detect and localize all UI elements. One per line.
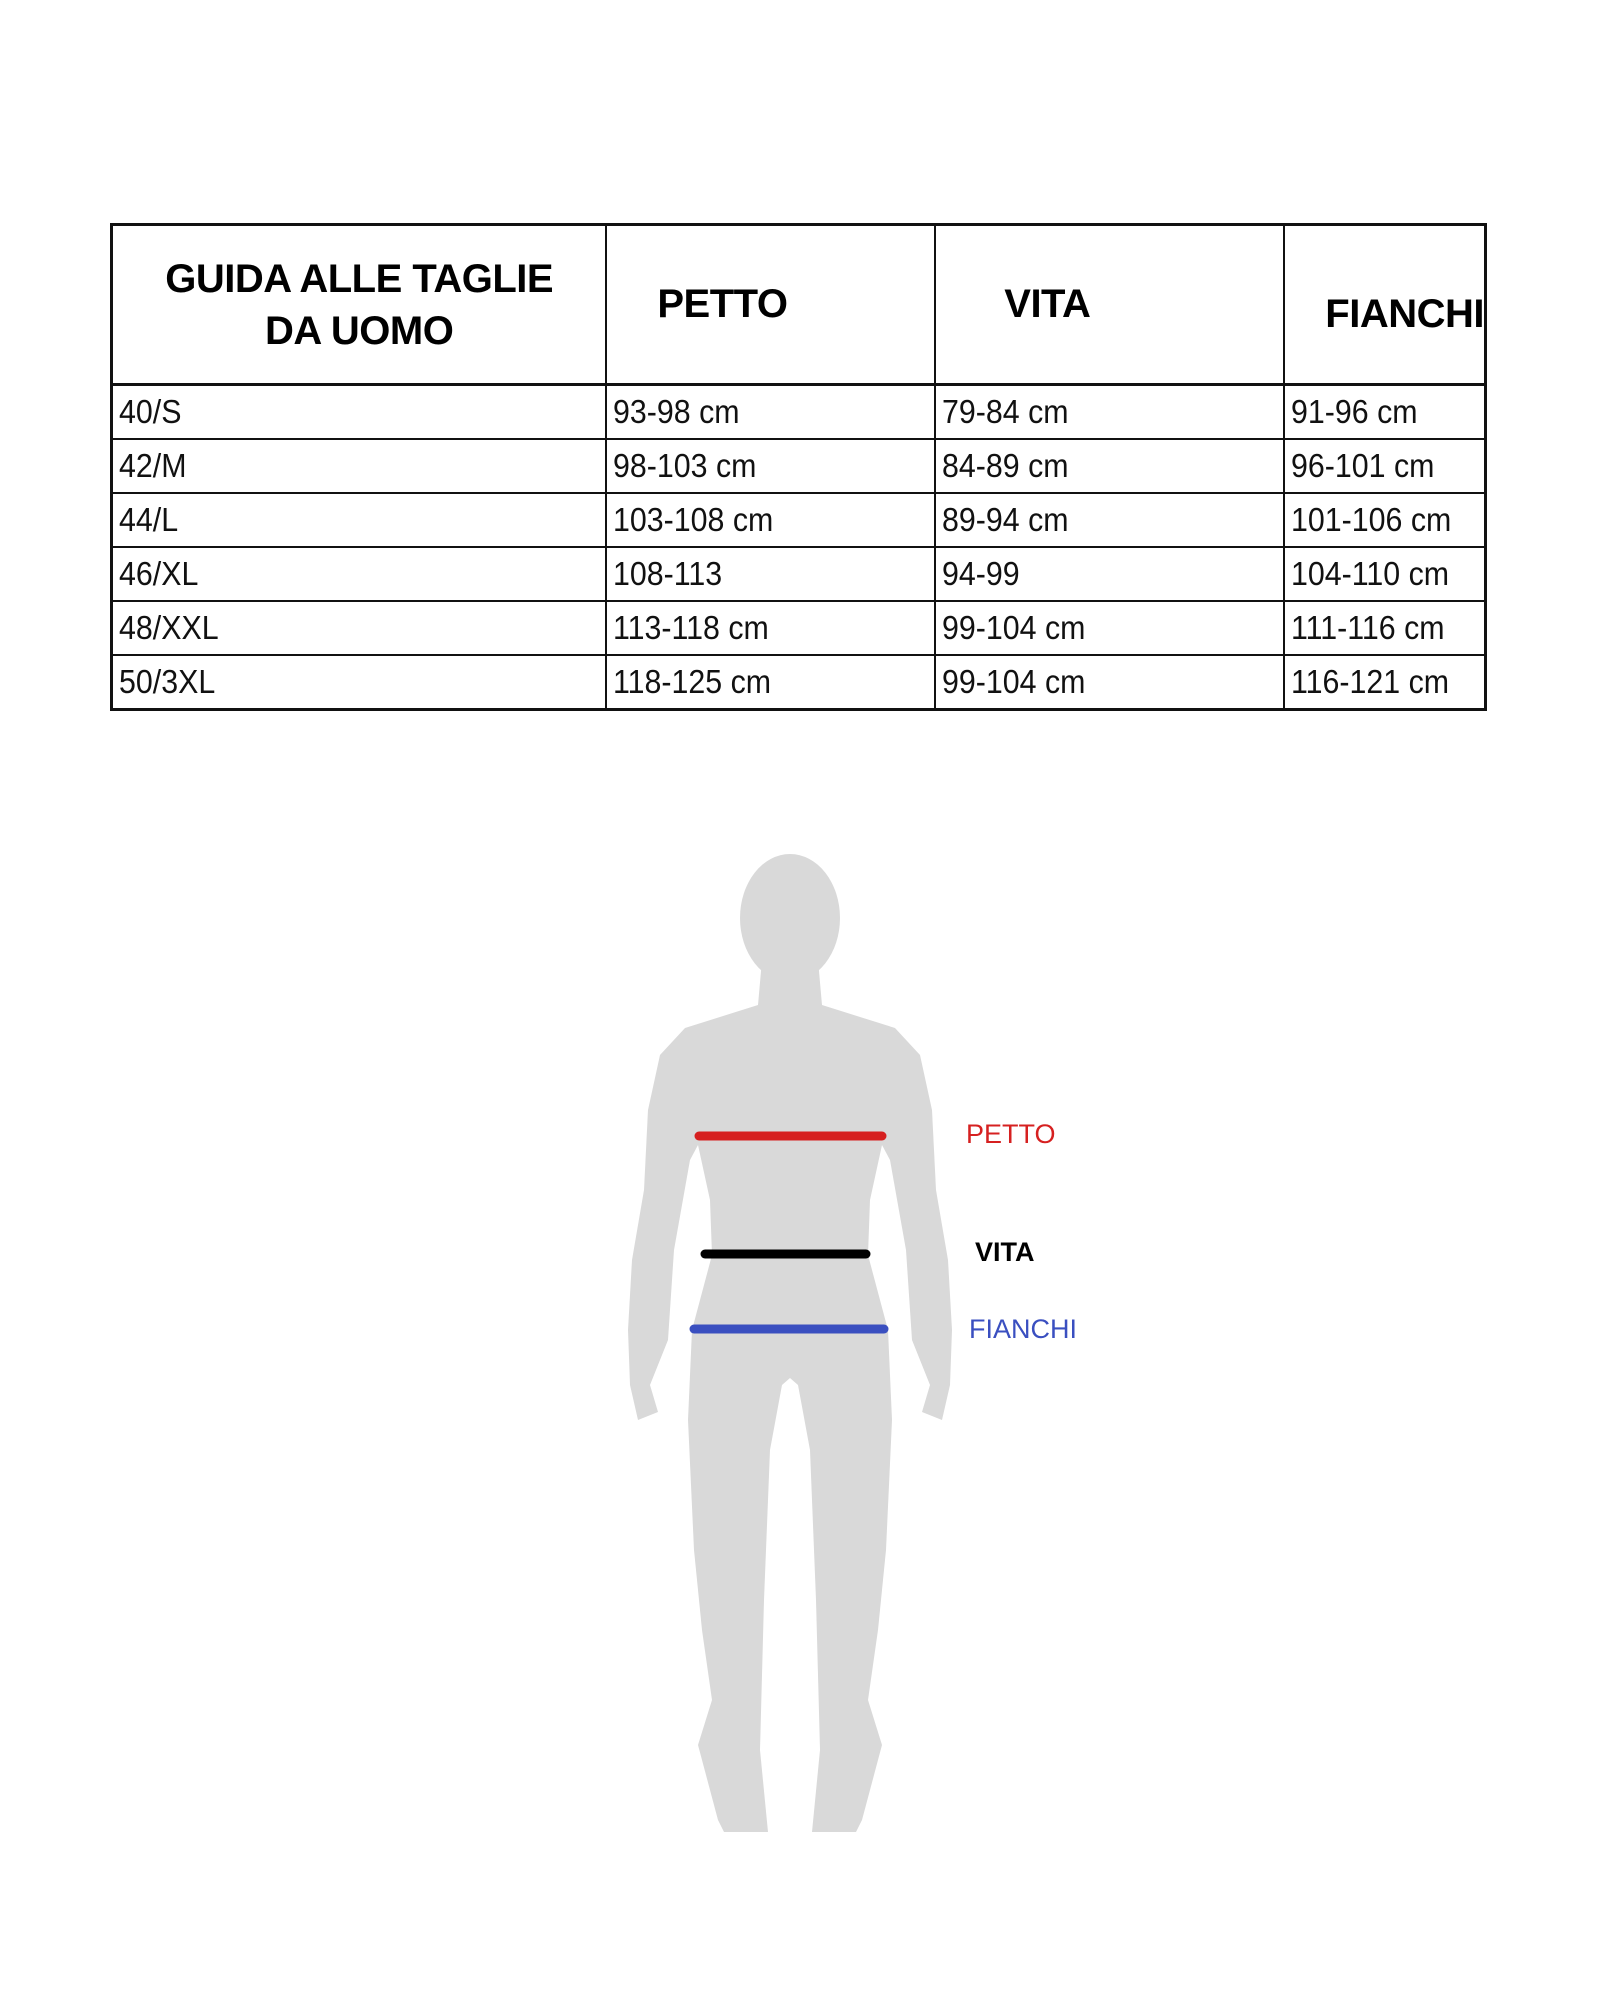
cell-petto: 103-108 cm [605, 492, 937, 548]
cell-petto: 118-125 cm [605, 654, 937, 711]
cell-text: 118-125 cm [613, 663, 772, 700]
cell-text: 116-121 cm [1291, 663, 1450, 700]
cell-vita: 79-84 cm [934, 383, 1286, 440]
human-silhouette [628, 960, 952, 1832]
column-header-petto: PETTO [605, 223, 937, 386]
cell-text: 104-110 cm [1291, 555, 1450, 592]
table-row: 40/S 93-98 cm 79-84 cm 91-96 cm [110, 383, 1487, 440]
cell-text: 89-94 cm [942, 501, 1069, 538]
table-row: 42/M 98-103 cm 84-89 cm 96-101 cm [110, 438, 1487, 494]
cell-vita: 94-99 [934, 546, 1286, 602]
cell-text: 50/3XL [119, 663, 216, 700]
cell-vita: 84-89 cm [934, 438, 1286, 494]
cell-text: 93-98 cm [613, 393, 740, 430]
cell-vita: 99-104 cm [934, 600, 1286, 656]
cell-text: 98-103 cm [613, 447, 757, 484]
cell-text: 111-116 cm [1291, 609, 1445, 646]
cell-size: 40/S [110, 383, 608, 440]
cell-fianchi: 96-101 cm [1283, 438, 1487, 494]
cell-fianchi: 91-96 cm [1283, 383, 1487, 440]
measurement-label-petto: PETTO [966, 1119, 1056, 1149]
cell-petto: 108-113 [605, 546, 937, 602]
cell-text: 96-101 cm [1291, 447, 1435, 484]
cell-text: 48/XXL [119, 609, 219, 646]
table-row: 50/3XL 118-125 cm 99-104 cm 116-121 cm [110, 654, 1487, 711]
cell-text: 94-99 [942, 555, 1020, 592]
cell-petto: 98-103 cm [605, 438, 937, 494]
cell-size: 48/XXL [110, 600, 608, 656]
table-row: 44/L 103-108 cm 89-94 cm 101-106 cm [110, 492, 1487, 548]
column-header-fianchi: FIANCHI [1283, 223, 1487, 386]
cell-fianchi: 111-116 cm [1283, 600, 1487, 656]
cell-text: 103-108 cm [613, 501, 774, 538]
cell-size: 46/XL [110, 546, 608, 602]
cell-vita: 89-94 cm [934, 492, 1286, 548]
table-row: 46/XL 108-113 94-99 104-110 cm [110, 546, 1487, 602]
cell-text: 108-113 [613, 555, 723, 592]
cell-size: 42/M [110, 438, 608, 494]
cell-fianchi: 116-121 cm [1283, 654, 1487, 711]
cell-text: 46/XL [119, 555, 199, 592]
cell-fianchi: 104-110 cm [1283, 546, 1487, 602]
cell-text: 40/S [119, 393, 182, 430]
table-header-row: GUIDA ALLE TAGLIE DA UOMO PETTO VITA FIAN… [110, 223, 1487, 386]
cell-text: 99-104 cm [942, 609, 1086, 646]
cell-petto: 93-98 cm [605, 383, 937, 440]
silhouette-head [740, 854, 840, 982]
cell-text: 42/M [119, 447, 187, 484]
column-header-vita: VITA [934, 223, 1286, 386]
cell-text: 79-84 cm [942, 393, 1069, 430]
title-line-1: GUIDA ALLE TAGLIE [165, 256, 554, 301]
measurement-label-fianchi: FIANCHI [969, 1314, 1077, 1344]
measurement-label-vita: VITA [975, 1237, 1035, 1267]
cell-size: 50/3XL [110, 654, 608, 711]
table-row: 48/XXL 113-118 cm 99-104 cm 111-116 cm [110, 600, 1487, 656]
cell-fianchi: 101-106 cm [1283, 492, 1487, 548]
table-title: GUIDA ALLE TAGLIE DA UOMO [110, 223, 608, 386]
cell-text: 113-118 cm [613, 609, 770, 646]
title-line-2: DA UOMO [265, 308, 454, 353]
cell-text: 91-96 cm [1291, 393, 1418, 430]
cell-text: 84-89 cm [942, 447, 1069, 484]
cell-text: 99-104 cm [942, 663, 1086, 700]
cell-size: 44/L [110, 492, 608, 548]
cell-vita: 99-104 cm [934, 654, 1286, 711]
cell-petto: 113-118 cm [605, 600, 937, 656]
cell-text: 101-106 cm [1291, 501, 1452, 538]
cell-text: 44/L [119, 501, 179, 538]
size-chart-table: GUIDA ALLE TAGLIE DA UOMO PETTO VITA FIAN… [110, 223, 1487, 711]
